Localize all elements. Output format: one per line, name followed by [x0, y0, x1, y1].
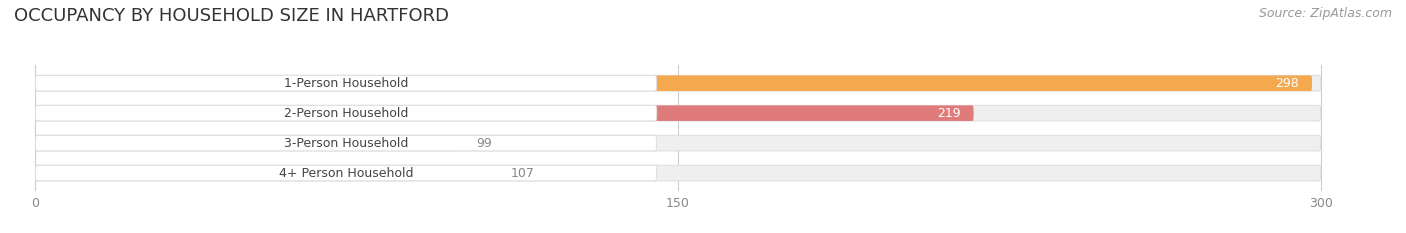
FancyBboxPatch shape — [35, 75, 1312, 91]
Text: 1-Person Household: 1-Person Household — [284, 77, 408, 90]
FancyBboxPatch shape — [35, 75, 657, 91]
FancyBboxPatch shape — [35, 105, 1320, 121]
FancyBboxPatch shape — [35, 165, 657, 181]
Text: 219: 219 — [938, 107, 960, 120]
Text: 99: 99 — [477, 137, 492, 150]
FancyBboxPatch shape — [35, 135, 657, 151]
Text: OCCUPANCY BY HOUSEHOLD SIZE IN HARTFORD: OCCUPANCY BY HOUSEHOLD SIZE IN HARTFORD — [14, 7, 449, 25]
FancyBboxPatch shape — [35, 135, 460, 151]
Text: 4+ Person Household: 4+ Person Household — [278, 167, 413, 180]
Text: 3-Person Household: 3-Person Household — [284, 137, 408, 150]
FancyBboxPatch shape — [35, 75, 1320, 91]
Text: 298: 298 — [1275, 77, 1299, 90]
FancyBboxPatch shape — [35, 105, 657, 121]
Text: Source: ZipAtlas.com: Source: ZipAtlas.com — [1258, 7, 1392, 20]
FancyBboxPatch shape — [35, 165, 1320, 181]
Text: 2-Person Household: 2-Person Household — [284, 107, 408, 120]
FancyBboxPatch shape — [35, 165, 494, 181]
Text: 107: 107 — [510, 167, 534, 180]
FancyBboxPatch shape — [35, 105, 974, 121]
FancyBboxPatch shape — [35, 135, 1320, 151]
